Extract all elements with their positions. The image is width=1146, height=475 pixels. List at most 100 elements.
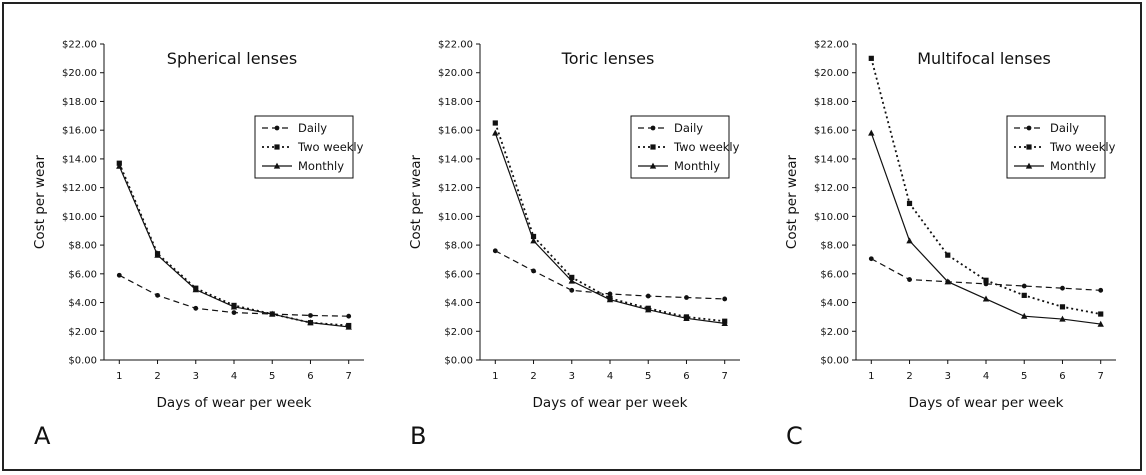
y-tick-label: $14.00	[814, 154, 849, 165]
legend-label: Two weekly	[1049, 140, 1116, 154]
series-line	[118, 162, 349, 327]
data-point	[722, 296, 728, 302]
data-point	[1098, 311, 1104, 317]
x-tick-label: 3	[569, 371, 575, 382]
series-line	[119, 274, 349, 317]
data-point	[530, 233, 537, 240]
data-point	[154, 251, 161, 258]
data-point	[346, 313, 352, 319]
x-tick-label: 1	[492, 371, 498, 382]
legend-marker	[273, 162, 281, 169]
series-daily	[492, 248, 728, 302]
y-tick-label: $22.00	[438, 40, 473, 51]
data-point	[1060, 285, 1065, 291]
y-tick-label: $0.00	[820, 356, 849, 367]
y-tick-label: $0.00	[444, 356, 473, 367]
y-tick-label: $8.00	[820, 241, 849, 252]
series-daily	[868, 256, 1104, 293]
y-tick-label: $10.00	[62, 212, 97, 223]
data-point	[308, 313, 313, 318]
y-tick-label: $16.00	[438, 126, 473, 137]
legend-marker	[650, 144, 656, 150]
series-monthly	[116, 162, 352, 330]
x-tick-label: 2	[530, 371, 536, 382]
data-point	[569, 287, 575, 293]
y-tick-label: $18.00	[814, 97, 849, 108]
x-tick-label: 1	[868, 371, 874, 382]
x-tick-label: 2	[906, 371, 912, 382]
y-tick-label: $6.00	[68, 269, 97, 280]
x-axis-label: Days of wear per week	[533, 395, 688, 411]
data-point	[907, 277, 912, 282]
data-point	[906, 237, 913, 244]
chart-title: Spherical lenses	[167, 49, 297, 68]
x-axis-label: Days of wear per week	[909, 395, 1064, 411]
data-point	[192, 286, 199, 293]
x-tick-label: 6	[1059, 371, 1065, 382]
y-tick-label: $2.00	[444, 327, 473, 338]
chart-title: Toric lenses	[561, 49, 655, 68]
y-tick-label: $16.00	[62, 126, 97, 137]
data-point	[1021, 283, 1027, 289]
y-tick-label: $4.00	[68, 298, 97, 309]
y-tick-label: $10.00	[438, 212, 473, 223]
data-point	[155, 292, 160, 298]
series-monthly	[492, 129, 728, 326]
legend-box	[630, 115, 730, 179]
panel-letter: A	[34, 422, 51, 450]
legend-marker	[650, 125, 656, 131]
x-tick-label: 6	[683, 371, 689, 382]
data-point	[683, 314, 690, 321]
legend-marker	[649, 162, 657, 169]
data-point	[684, 295, 689, 300]
data-point	[492, 120, 498, 126]
chart-title: Multifocal lenses	[917, 49, 1051, 68]
y-axis-label: Cost per wear	[32, 154, 48, 249]
data-point	[230, 303, 238, 310]
data-point	[721, 319, 728, 326]
y-tick-label: $2.00	[68, 327, 97, 338]
data-point	[983, 277, 989, 283]
legend-label: Daily	[298, 121, 327, 135]
y-tick-label: $6.00	[444, 269, 473, 280]
y-tick-label: $10.00	[814, 212, 849, 223]
y-tick-label: $20.00	[814, 68, 849, 79]
y-tick-label: $14.00	[438, 154, 473, 165]
data-point	[945, 252, 951, 258]
y-tick-label: $12.00	[438, 183, 473, 194]
y-tick-label: $8.00	[68, 241, 97, 252]
y-axis-label: Cost per wear	[408, 154, 424, 249]
x-tick-label: 3	[193, 371, 199, 382]
data-point	[982, 295, 990, 302]
data-point	[906, 200, 913, 207]
data-point	[868, 256, 874, 262]
data-point	[607, 291, 613, 297]
data-point	[1059, 315, 1066, 322]
x-axis-label: Days of wear per week	[157, 395, 312, 411]
x-tick-label: 4	[607, 371, 613, 382]
data-point	[345, 323, 352, 330]
legend-label: Monthly	[1050, 159, 1096, 173]
legend: Daily Two weekly Monthly	[630, 115, 740, 179]
chart-panel-multifocal: $0.00 $2.00 $4.00 $6.00 $8.00 $10.00 $12.00 $14…	[756, 4, 1132, 473]
legend-marker	[1026, 125, 1032, 131]
x-tick-label: 2	[154, 371, 160, 382]
legend-marker	[1025, 162, 1033, 169]
data-point	[868, 129, 875, 136]
legend-marker	[274, 125, 280, 131]
x-tick-label: 5	[1021, 371, 1027, 382]
chart-panel-toric: $0.00 $2.00 $4.00 $6.00 $8.00 $10.00 $12.00 $14…	[380, 4, 756, 473]
legend-label: Two weekly	[297, 140, 364, 154]
chart-panel-spherical: $0.00 $2.00 $4.00 $6.00 $8.00 $10.00 $12.00 $14…	[4, 4, 380, 473]
data-point	[231, 310, 237, 315]
y-tick-label: $18.00	[62, 97, 97, 108]
y-tick-label: $2.00	[820, 327, 849, 338]
data-point	[531, 268, 536, 274]
data-point	[944, 278, 951, 285]
legend: Daily Two weekly Monthly	[1006, 115, 1116, 179]
data-point	[116, 162, 123, 169]
legend-label: Monthly	[674, 159, 720, 173]
chart-svg: $0.00 $2.00 $4.00 $6.00 $8.00 $10.00 $12.00 $14…	[408, 40, 740, 411]
data-point	[1097, 320, 1104, 327]
data-point	[193, 305, 199, 311]
